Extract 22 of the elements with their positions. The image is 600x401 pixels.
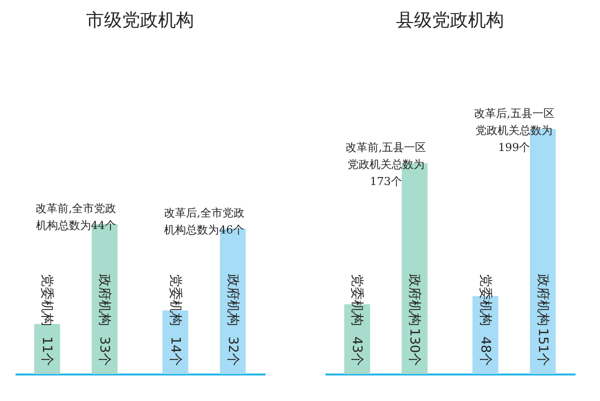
data-label: 11个 — [39, 336, 54, 366]
data-label: 48个 — [477, 336, 492, 366]
x-tick-label: 政府机构 — [96, 274, 113, 326]
annotation: 改革前,五县一区党政机关总数为173个 — [346, 141, 426, 188]
data-label: 14个 — [167, 336, 182, 366]
annotation: 改革后,全市党政机构总数为46个 — [164, 206, 244, 237]
x-tick-label: 政府机构 — [224, 274, 241, 326]
x-tick-label: 党委机构 — [39, 274, 54, 326]
data-label: 130个 — [406, 328, 422, 366]
x-tick-label: 党委机构 — [477, 274, 492, 326]
chart-title: 市级党政机构 — [86, 10, 194, 31]
data-label: 32个 — [224, 336, 240, 366]
annotation: 改革前,全市党政机构总数为44个 — [36, 202, 116, 232]
x-tick-label: 党委机构 — [349, 274, 364, 326]
annotation: 改革后,五县一区党政机关总数为199个 — [474, 107, 554, 154]
chart-title: 县级党政机构 — [396, 10, 504, 31]
data-label: 43个 — [349, 336, 364, 366]
data-label: 33个 — [96, 336, 112, 366]
x-tick-label: 政府机构 — [406, 274, 423, 326]
data-label: 151个 — [534, 328, 550, 366]
x-tick-label: 政府机构 — [534, 274, 551, 326]
x-tick-label: 党委机构 — [167, 274, 182, 326]
